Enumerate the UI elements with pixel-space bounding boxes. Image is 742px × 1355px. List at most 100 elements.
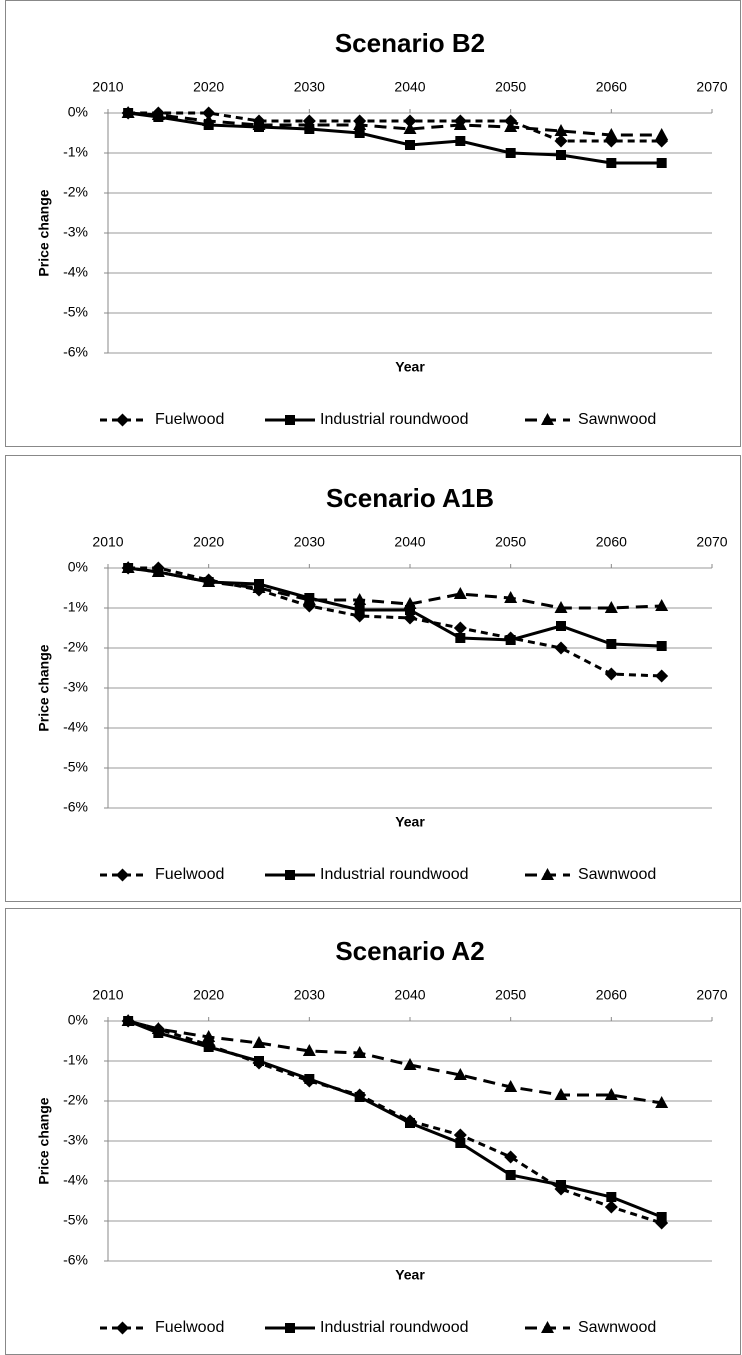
data-point [151,108,165,120]
data-point [354,605,365,615]
data-point [504,1150,518,1164]
data-point [556,1180,566,1190]
y-tick-label: -4% [63,264,88,280]
legend-label: Sawnwood [578,411,656,428]
legend-marker [116,868,129,882]
data-point [202,575,216,587]
legend-marker [116,413,129,427]
data-point [554,124,568,136]
x-tick-label: 2050 [495,79,526,95]
x-tick-label: 2060 [596,987,627,1003]
y-tick-label: -5% [63,1212,88,1228]
data-point [304,1074,315,1084]
data-point [453,118,467,130]
legend-marker [285,870,295,880]
series-line [127,1019,663,1219]
legend-label: Industrial roundwood [320,866,469,883]
legend-marker [285,1323,295,1333]
data-point [151,565,165,577]
data-point [604,1088,618,1100]
data-point [655,128,669,140]
y-tick-label: -3% [63,224,88,240]
panel-border [5,455,741,902]
data-point [302,593,316,605]
legend-label: Fuelwood [155,1319,224,1336]
data-point [252,118,266,130]
data-point [254,1056,264,1066]
y-tick-label: -3% [63,679,88,695]
data-point [453,1068,467,1080]
x-tick-label: 2060 [596,79,627,95]
y-tick-label: -6% [63,344,88,360]
data-point [655,669,669,683]
x-tick-label: 2070 [696,987,727,1003]
data-point [604,1200,618,1214]
data-point [505,1170,516,1180]
x-tick-label: 2030 [294,987,325,1003]
data-point [353,118,367,130]
legend-marker [541,413,554,425]
legend-marker [541,868,554,880]
data-point [405,605,415,615]
data-point [556,621,566,631]
x-tick-label: 2060 [596,534,627,550]
data-point [405,140,415,150]
legend-label: Sawnwood [578,1319,656,1336]
x-tick-label: 2070 [696,79,727,95]
series-line [128,566,662,678]
data-point [604,128,618,140]
data-point [353,1046,367,1058]
y-tick-label: -1% [63,144,88,160]
data-point [554,601,568,613]
legend-label: Fuelwood [155,411,224,428]
series-line [127,566,662,648]
panel-border [5,908,741,1355]
x-tick-label: 2040 [394,534,425,550]
legend-marker [541,1321,554,1333]
data-point [405,1118,415,1128]
data-point [121,106,135,118]
data-point [353,593,367,605]
data-point [455,1138,466,1148]
data-point [455,136,466,146]
data-point [554,1088,568,1100]
x-axis-label: Year [395,359,425,375]
data-point [656,158,667,168]
x-tick-label: 2020 [193,79,224,95]
y-axis-label: Price change [36,189,52,276]
data-point [505,635,516,645]
y-tick-label: -5% [63,304,88,320]
series-line [127,1019,662,1105]
y-tick-label: -2% [63,184,88,200]
legend-label: Fuelwood [155,866,224,883]
y-tick-label: 0% [68,559,88,575]
data-point [302,118,316,130]
data-point [453,621,467,635]
data-point [354,128,365,138]
data-point [505,148,516,158]
data-point [604,667,618,681]
data-point [403,1058,417,1070]
y-tick-label: -4% [63,1172,88,1188]
y-tick-label: -1% [63,1052,88,1068]
legend-label: Industrial roundwood [320,411,469,428]
data-point [504,1080,518,1092]
data-point [604,601,618,613]
y-tick-label: -2% [63,1092,88,1108]
data-point [252,1036,266,1048]
x-tick-label: 2010 [92,987,123,1003]
data-point [302,1044,316,1056]
data-point [655,599,669,611]
x-tick-label: 2010 [92,534,123,550]
x-tick-label: 2070 [696,534,727,550]
data-point [121,1014,135,1026]
data-point [556,150,566,160]
data-point [554,641,568,655]
legend-label: Sawnwood [578,866,656,883]
data-point [656,641,667,651]
x-tick-label: 2050 [495,987,526,1003]
series-line [127,566,662,610]
x-tick-label: 2030 [294,534,325,550]
data-point [606,158,617,168]
y-tick-label: -2% [63,639,88,655]
